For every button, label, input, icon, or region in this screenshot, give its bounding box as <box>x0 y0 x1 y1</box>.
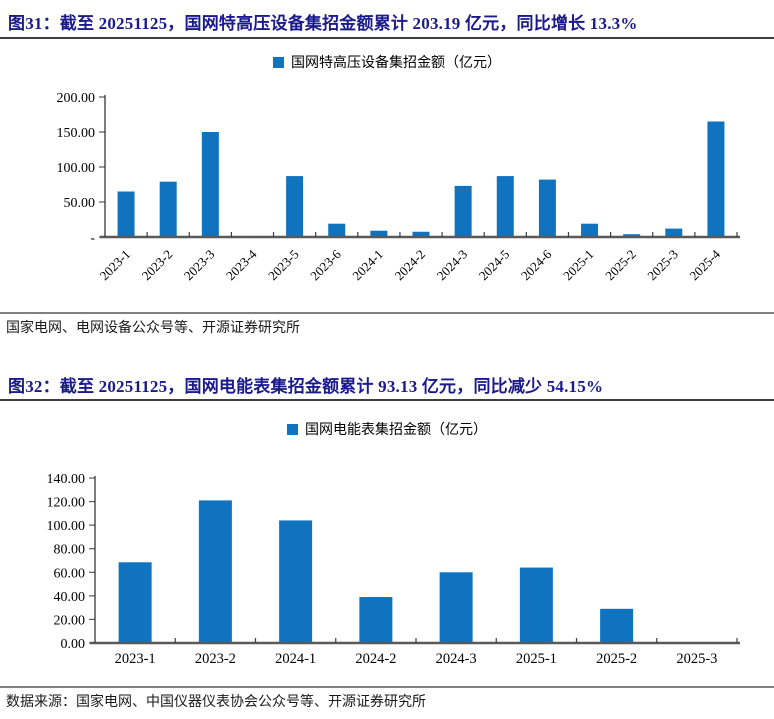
bar <box>201 132 219 237</box>
y-axis-label: - <box>90 231 95 246</box>
figure32-bar-chart: 0.00 20.00 40.00 60.00 80.00 100.00 120.00 140.… <box>47 472 740 667</box>
bar <box>359 597 393 643</box>
x-axis-label: 2025-3 <box>676 651 717 667</box>
bar <box>519 567 553 643</box>
y-axis-label: 60.00 <box>54 566 86 581</box>
figure32-legend-label: 国网电能表集招金额（亿元） <box>305 423 487 438</box>
figure32-legend: 国网电能表集招金额（亿元） <box>0 419 774 439</box>
bar <box>600 608 634 643</box>
x-axis-label: 2024-6 <box>518 246 555 283</box>
figure31-title: 图31：截至 20251125，国网特高压设备集招金额累计 203.19 亿元，… <box>8 14 638 33</box>
y-axis-label: 140.00 <box>47 472 86 487</box>
figure31-legend: 国网特高压设备集招金额（亿元） <box>0 52 774 72</box>
x-axis-label: 2024-1 <box>275 651 316 667</box>
y-axis-label: 120.00 <box>47 496 86 511</box>
x-axis-label: 2025-1 <box>516 651 557 667</box>
y-axis-label: 40.00 <box>54 590 86 605</box>
legend-square-icon <box>287 423 298 435</box>
bar <box>412 231 430 237</box>
x-axis-label: 2023-1 <box>97 247 134 284</box>
y-axis-label: 200.00 <box>57 91 96 106</box>
bar <box>286 176 304 237</box>
figure32-source-rule <box>0 686 774 688</box>
figure31-source-rule <box>0 312 774 314</box>
bar <box>496 176 514 237</box>
legend-square-icon <box>273 56 284 68</box>
x-axis-label: 2023-6 <box>307 246 344 283</box>
bar <box>117 191 135 237</box>
x-axis-label: 2024-2 <box>391 247 428 284</box>
bar <box>707 121 725 237</box>
bar <box>665 228 683 237</box>
x-axis-label: 2025-4 <box>686 246 723 283</box>
y-axis-label: 150.00 <box>57 126 96 141</box>
x-axis-label: 2023-2 <box>139 247 176 284</box>
x-axis-label: 2025-2 <box>602 247 639 284</box>
bar <box>538 179 556 237</box>
x-axis-label: 2025-2 <box>596 651 637 667</box>
bar <box>623 234 641 237</box>
x-axis-label: 2023-4 <box>223 246 260 283</box>
y-axis-label: 50.00 <box>64 196 96 211</box>
figure31-title-rule <box>0 37 774 39</box>
bar <box>454 185 472 237</box>
y-axis-label: 80.00 <box>54 543 86 558</box>
x-axis-label: 2023-2 <box>195 651 236 667</box>
x-axis-label: 2025-3 <box>644 247 681 284</box>
bar <box>118 562 152 643</box>
figure31-source-note: 国家电网、电网设备公众号等、开源证券研究所 <box>6 321 300 336</box>
x-axis-label: 2023-3 <box>181 247 218 284</box>
bar <box>439 572 473 643</box>
figure32-source-note: 数据来源：国家电网、中国仪器仪表协会公众号等、开源证券研究所 <box>6 695 426 710</box>
y-axis-label: 100.00 <box>57 161 96 176</box>
x-axis-label: 2024-3 <box>434 247 471 284</box>
x-axis-label: 2024-2 <box>355 651 396 667</box>
x-axis-label: 2025-1 <box>560 247 597 284</box>
x-axis-label: 2024-3 <box>436 651 477 667</box>
bar <box>370 230 388 237</box>
y-axis-label: 100.00 <box>47 519 86 534</box>
x-axis-label: 2023-1 <box>115 651 156 667</box>
bar <box>581 223 599 237</box>
x-axis-label: 2024-1 <box>349 247 386 284</box>
x-axis-label: 2023-5 <box>265 247 302 284</box>
bar <box>279 520 313 643</box>
bar <box>198 500 232 643</box>
y-axis-label: 20.00 <box>54 613 86 628</box>
figure32-title-rule <box>0 399 774 401</box>
bar <box>328 223 346 237</box>
bar <box>159 181 177 237</box>
y-axis-label: 0.00 <box>61 637 86 652</box>
figure31-legend-label: 国网特高压设备集招金额（亿元） <box>291 56 501 71</box>
x-axis-label: 2024-5 <box>476 247 513 284</box>
figure32-title: 图32：截至 20251125，国网电能表集招金额累计 93.13 亿元，同比减… <box>8 377 604 396</box>
